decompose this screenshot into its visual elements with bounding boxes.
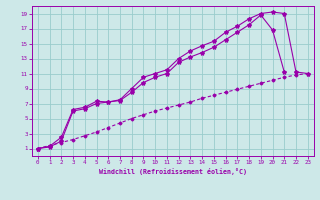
X-axis label: Windchill (Refroidissement éolien,°C): Windchill (Refroidissement éolien,°C) <box>99 168 247 175</box>
